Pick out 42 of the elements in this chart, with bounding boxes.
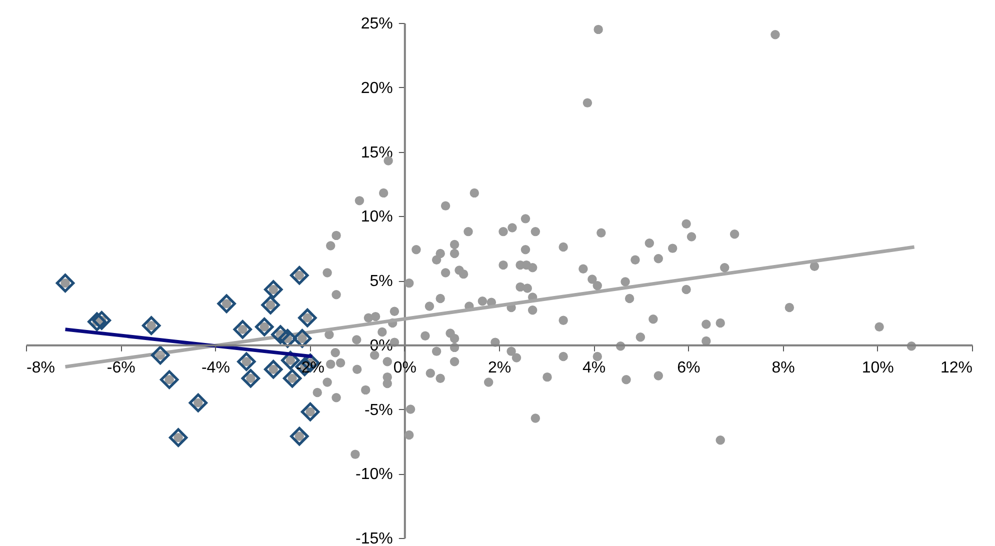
point (168, 428, 188, 447)
y-tick-label: 5% (370, 273, 393, 290)
point (188, 393, 208, 412)
y-tick-label: 25% (360, 16, 393, 32)
x-tick-label: -6% (106, 359, 136, 376)
x-tick-label: 8% (772, 359, 795, 376)
point (300, 402, 320, 422)
x-tick-label: 12% (940, 359, 972, 376)
y-tick-label: -15% (356, 530, 393, 546)
point (241, 368, 260, 388)
point (88, 312, 106, 332)
point (292, 329, 312, 348)
x-tick-label: 4% (582, 359, 606, 376)
point (261, 296, 280, 314)
point (233, 320, 252, 339)
x-tick-label: -8% (26, 359, 55, 376)
point (278, 329, 297, 348)
x-tick-label: 0% (393, 359, 416, 376)
point (92, 311, 112, 330)
point (264, 360, 283, 379)
point (255, 317, 274, 336)
point (298, 308, 317, 328)
x-tick-label: -4% (201, 359, 230, 376)
y-tick-label: 20% (360, 80, 393, 97)
point (290, 426, 309, 446)
x-tick-label: 10% (862, 359, 894, 376)
point (290, 266, 309, 285)
point (56, 274, 75, 292)
y-tick-label: 10% (360, 208, 393, 226)
x-tick-label: 6% (677, 359, 700, 376)
y-tick-label: -10% (356, 466, 393, 484)
point (160, 370, 179, 389)
point (264, 280, 283, 299)
point (237, 352, 256, 371)
x-tick-label: -2% (296, 359, 325, 376)
point (150, 346, 170, 365)
x-tick-label: 2% (488, 359, 512, 376)
point (217, 294, 236, 314)
y-tick-label: 15% (360, 144, 393, 162)
point (271, 325, 290, 344)
point (142, 316, 161, 335)
y-tick-label: -5% (364, 402, 393, 419)
